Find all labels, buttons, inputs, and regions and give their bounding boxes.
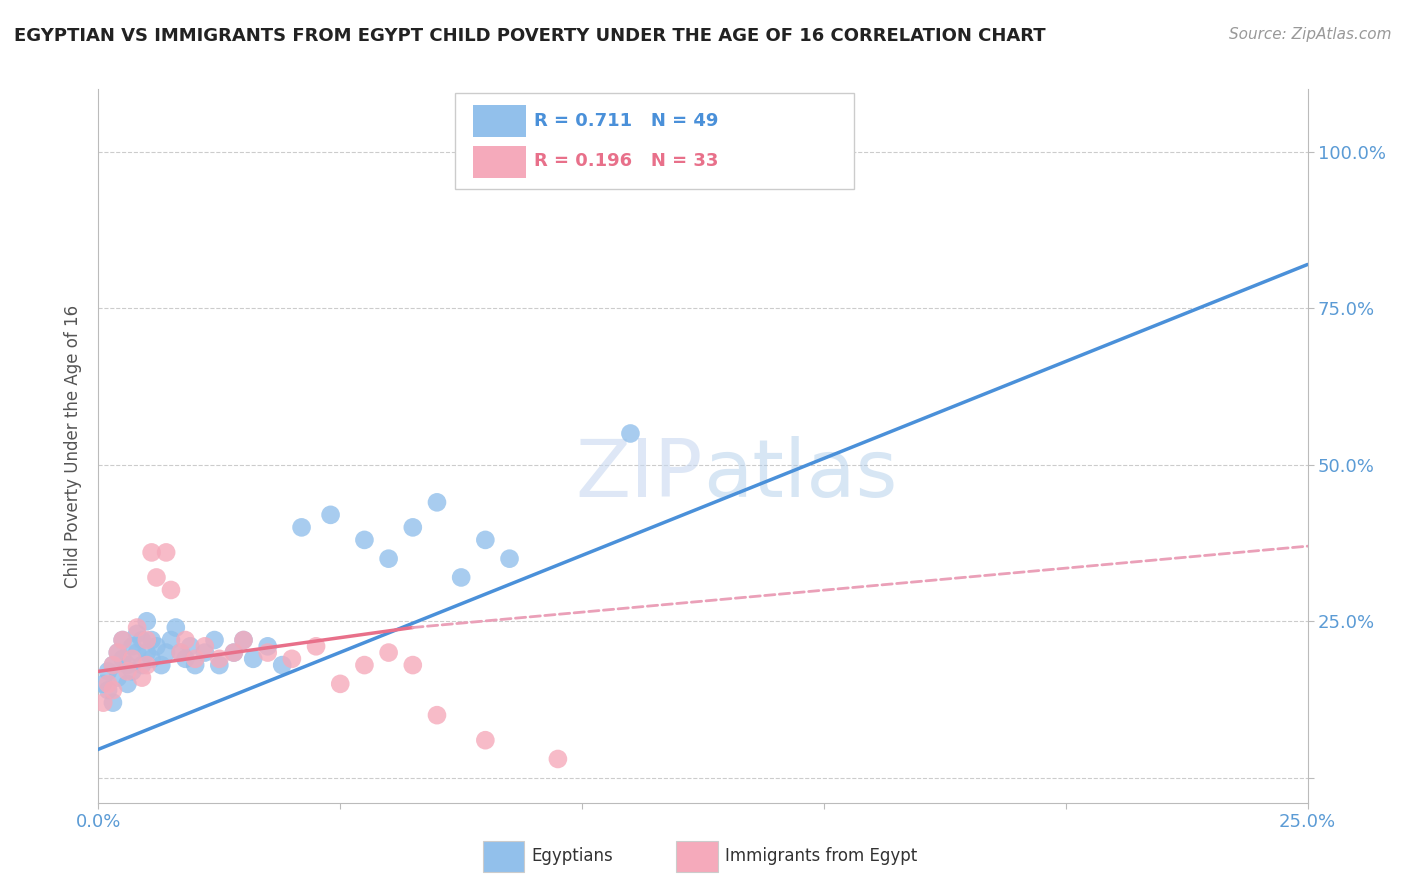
Point — [353, 533, 375, 547]
Point — [305, 640, 328, 654]
Point — [127, 627, 149, 641]
Point — [194, 640, 217, 654]
FancyBboxPatch shape — [676, 840, 717, 872]
Point — [155, 545, 177, 559]
Point — [498, 551, 520, 566]
Point — [91, 677, 114, 691]
Point — [91, 696, 114, 710]
Point — [377, 551, 399, 566]
Point — [377, 646, 399, 660]
Point — [131, 671, 153, 685]
Point — [121, 652, 143, 666]
Point — [107, 646, 129, 660]
Point — [160, 582, 183, 597]
Point — [127, 646, 149, 660]
Point — [232, 633, 254, 648]
Text: EGYPTIAN VS IMMIGRANTS FROM EGYPT CHILD POVERTY UNDER THE AGE OF 16 CORRELATION : EGYPTIAN VS IMMIGRANTS FROM EGYPT CHILD … — [14, 27, 1046, 45]
Point — [141, 633, 163, 648]
FancyBboxPatch shape — [474, 104, 526, 137]
Point — [101, 658, 124, 673]
Point — [160, 633, 183, 648]
Point — [131, 658, 153, 673]
Text: Immigrants from Egypt: Immigrants from Egypt — [724, 847, 917, 865]
Point — [402, 658, 425, 673]
Y-axis label: Child Poverty Under the Age of 16: Child Poverty Under the Age of 16 — [65, 304, 83, 588]
Point — [222, 646, 245, 660]
Point — [184, 652, 207, 666]
Point — [208, 658, 231, 673]
Point — [155, 646, 177, 660]
Point — [208, 652, 231, 666]
Point — [194, 646, 217, 660]
Point — [281, 652, 304, 666]
Point — [111, 633, 134, 648]
Point — [135, 633, 157, 648]
Point — [547, 752, 569, 766]
FancyBboxPatch shape — [474, 145, 526, 178]
Point — [619, 426, 641, 441]
Point — [174, 633, 197, 648]
Point — [222, 646, 245, 660]
Point — [97, 665, 120, 679]
Text: R = 0.196   N = 33: R = 0.196 N = 33 — [534, 152, 718, 170]
Point — [145, 570, 167, 584]
Point — [97, 683, 120, 698]
Point — [174, 652, 197, 666]
Point — [107, 671, 129, 685]
Point — [111, 652, 134, 666]
Point — [107, 646, 129, 660]
Point — [141, 545, 163, 559]
Point — [135, 658, 157, 673]
FancyBboxPatch shape — [456, 93, 855, 189]
Point — [141, 652, 163, 666]
Point — [353, 658, 375, 673]
Point — [135, 614, 157, 628]
Point — [595, 145, 617, 159]
Point — [117, 658, 139, 673]
Point — [111, 633, 134, 648]
Point — [426, 708, 449, 723]
Point — [101, 683, 124, 698]
Point — [97, 677, 120, 691]
Point — [121, 665, 143, 679]
Point — [150, 658, 173, 673]
Point — [290, 520, 312, 534]
Point — [169, 646, 191, 660]
Point — [204, 633, 226, 648]
Point — [450, 570, 472, 584]
Point — [145, 640, 167, 654]
Point — [117, 665, 139, 679]
Point — [117, 677, 139, 691]
Point — [271, 658, 294, 673]
Text: Egyptians: Egyptians — [531, 847, 613, 865]
Point — [169, 646, 191, 660]
Point — [402, 520, 425, 534]
Point — [184, 658, 207, 673]
Point — [135, 646, 157, 660]
Point — [474, 533, 496, 547]
Point — [329, 677, 352, 691]
Point — [256, 646, 278, 660]
Point — [127, 621, 149, 635]
Point — [242, 652, 264, 666]
Point — [232, 633, 254, 648]
Point — [319, 508, 342, 522]
FancyBboxPatch shape — [482, 840, 524, 872]
Point — [426, 495, 449, 509]
Point — [131, 633, 153, 648]
Point — [101, 658, 124, 673]
Text: ZIP: ZIP — [575, 435, 703, 514]
Text: R = 0.711   N = 49: R = 0.711 N = 49 — [534, 112, 718, 130]
Point — [165, 621, 187, 635]
Point — [179, 640, 201, 654]
Point — [256, 640, 278, 654]
Point — [101, 696, 124, 710]
Text: Source: ZipAtlas.com: Source: ZipAtlas.com — [1229, 27, 1392, 42]
Text: atlas: atlas — [703, 435, 897, 514]
Point — [474, 733, 496, 747]
Point — [121, 640, 143, 654]
